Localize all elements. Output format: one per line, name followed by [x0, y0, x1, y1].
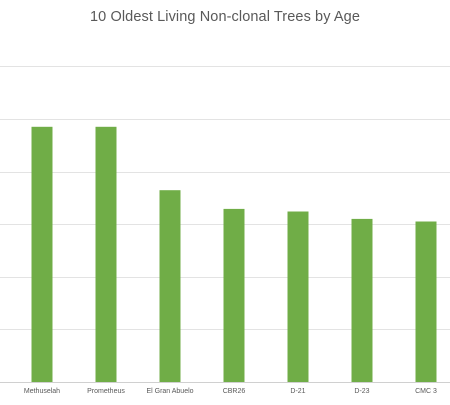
chart-title: 10 Oldest Living Non-clonal Trees by Age — [90, 9, 360, 25]
bar-cbr26 — [223, 208, 245, 382]
bars — [31, 126, 437, 382]
x-tick-label: Methuselah — [24, 388, 60, 395]
x-tick-label: CMC 3 — [415, 388, 437, 395]
bar-cmc-3 — [415, 221, 437, 382]
bar-el-gran-abuelo — [159, 190, 181, 382]
bar-methuselah — [31, 126, 53, 382]
x-tick-label: D-23 — [354, 388, 369, 395]
x-tick-labels: Methuselah Prometheus El Gran Abuelo CBR26 D… — [24, 388, 437, 395]
bar-prometheus — [95, 126, 117, 382]
x-tick-label: D-21 — [290, 388, 305, 395]
x-tick-label: Prometheus — [87, 388, 125, 395]
x-tick-label: El Gran Abuelo — [146, 388, 193, 395]
bar-d-23 — [351, 218, 373, 382]
x-tick-label: CBR26 — [223, 388, 246, 395]
bar-d-21 — [287, 211, 309, 382]
